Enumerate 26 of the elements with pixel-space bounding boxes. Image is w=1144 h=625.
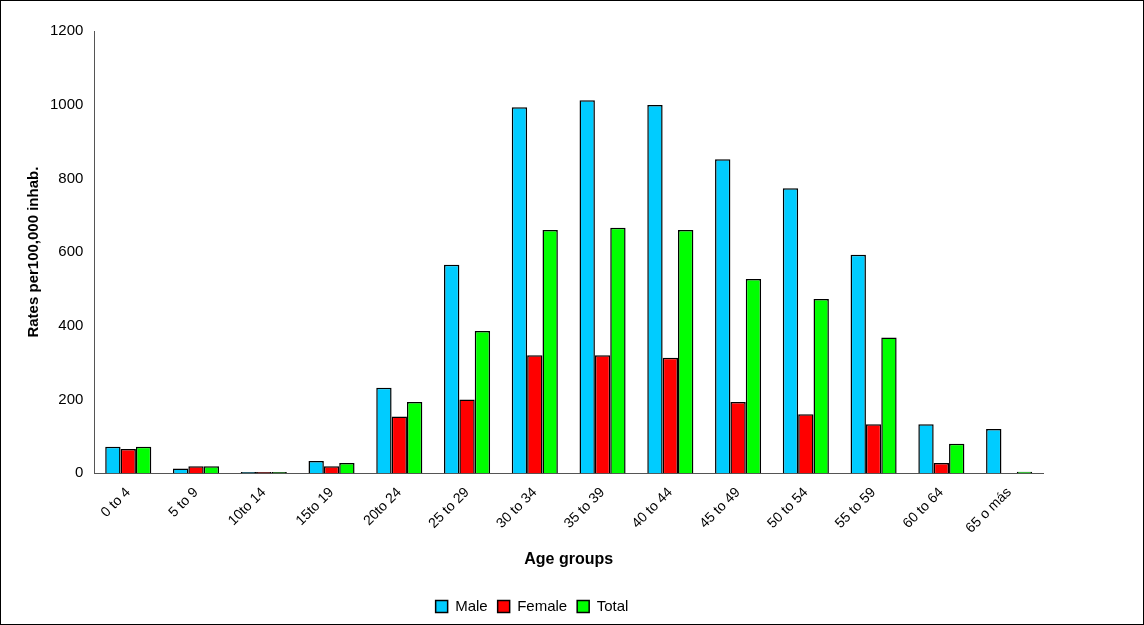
y-tick-label: 1200 — [49, 21, 84, 39]
y-tick-label: 400 — [58, 315, 84, 333]
legend-label: Male — [455, 596, 488, 614]
y-tick-label: 0 — [75, 463, 84, 481]
x-tick-label: 40 to 44 — [628, 483, 676, 531]
x-tick-label: 20to 24 — [359, 483, 405, 529]
y-tick-label: 1000 — [49, 94, 84, 112]
legend-label: Total — [596, 596, 629, 614]
x-tick-label: 35 to 39 — [560, 483, 608, 531]
x-tick-label: 60 to 64 — [899, 483, 947, 531]
x-tick-label: 25 to 29 — [424, 483, 473, 531]
y-tick-label: 600 — [58, 242, 84, 260]
x-tick-label: 50 to 54 — [763, 483, 811, 531]
x-tick-label: 55 to 59 — [831, 483, 879, 531]
x-tick-label: 45 to 49 — [695, 483, 744, 531]
x-axis-title: Age groups — [524, 549, 614, 567]
x-tick-label: 10to 14 — [224, 483, 269, 529]
x-tick-label: 65 o más — [961, 483, 1014, 536]
legend-label: Female — [517, 596, 568, 614]
x-tick-label: 30 to 34 — [492, 483, 540, 531]
x-tick-label: 5 to 9 — [164, 483, 202, 520]
x-tick-label: 15to 19 — [292, 483, 337, 529]
x-tick-label: 0 to 4 — [97, 483, 134, 520]
y-tick-label: 200 — [58, 389, 84, 407]
y-tick-label: 800 — [58, 168, 84, 186]
y-axis-title: Rates per100,000 inhab. — [24, 166, 42, 338]
